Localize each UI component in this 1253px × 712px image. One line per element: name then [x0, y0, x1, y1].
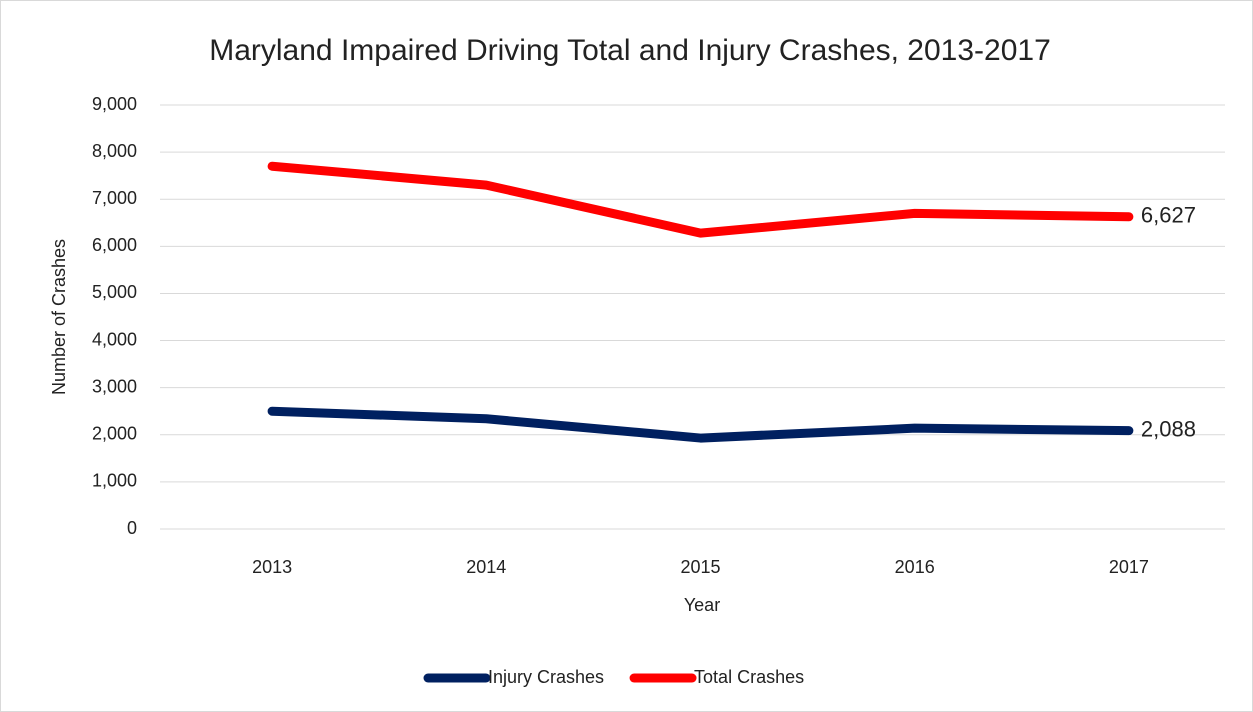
series-line	[267, 406, 1134, 443]
y-axis-label: Number of Crashes	[49, 239, 69, 395]
data-label: 2,088	[1141, 416, 1196, 441]
y-tick-label: 8,000	[92, 141, 137, 161]
x-tick-label: 2013	[252, 557, 292, 577]
x-tick-label: 2014	[466, 557, 506, 577]
y-tick-label: 9,000	[92, 94, 137, 114]
x-tick-label: 2017	[1109, 557, 1149, 577]
x-tick-label: 2015	[680, 557, 720, 577]
y-tick-label: 6,000	[92, 235, 137, 255]
y-tick-label: 1,000	[92, 471, 137, 491]
x-axis-label: Year	[684, 595, 720, 615]
y-tick-label: 0	[127, 518, 137, 538]
y-tick-label: 5,000	[92, 282, 137, 302]
y-tick-label: 2,000	[92, 424, 137, 444]
series-line	[267, 161, 1134, 238]
y-tick-label: 7,000	[92, 188, 137, 208]
legend-label: Injury Crashes	[488, 667, 604, 687]
chart-title: Maryland Impaired Driving Total and Inju…	[209, 34, 1051, 67]
legend-label: Total Crashes	[694, 667, 804, 687]
y-tick-label: 3,000	[92, 376, 137, 396]
data-label: 6,627	[1141, 203, 1196, 228]
y-tick-label: 4,000	[92, 329, 137, 349]
x-tick-label: 2016	[895, 557, 935, 577]
